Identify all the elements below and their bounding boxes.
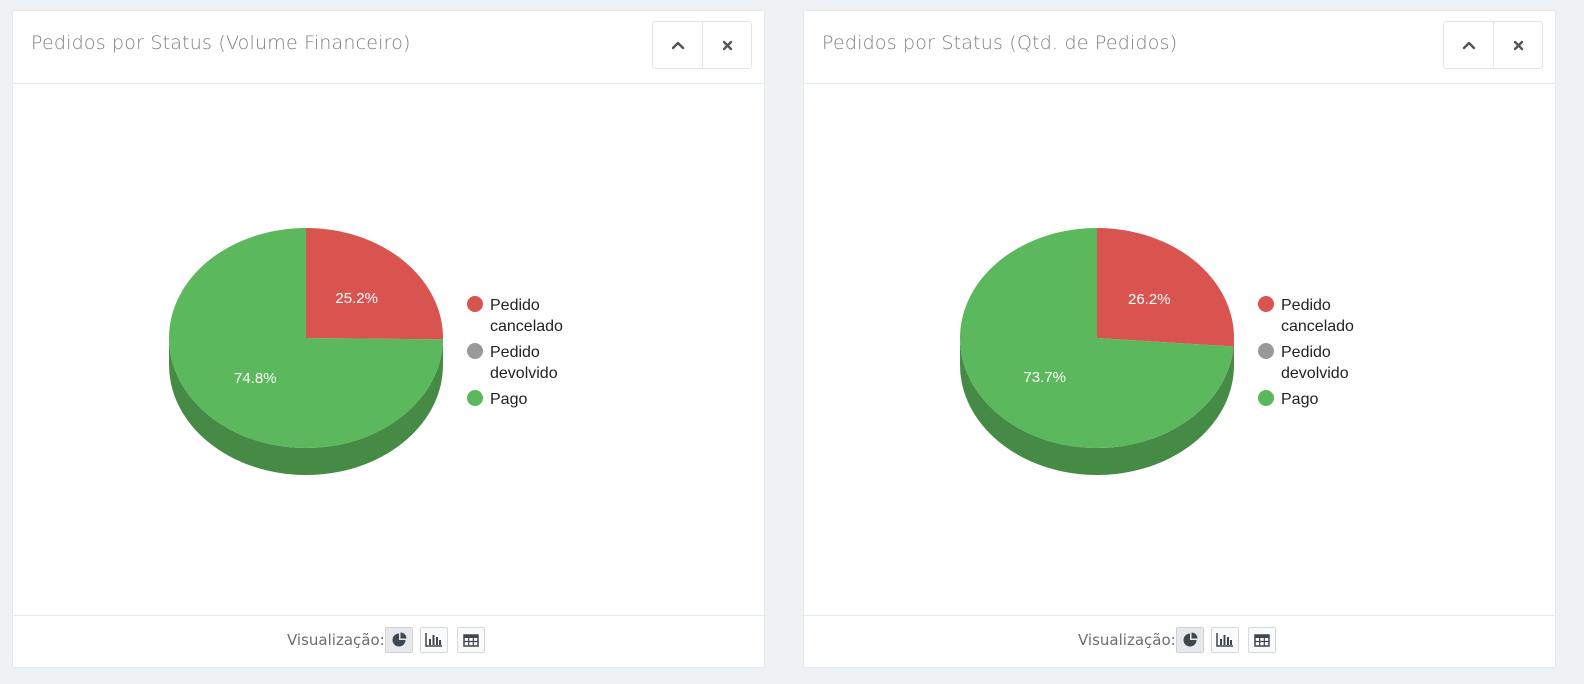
close-icon xyxy=(722,40,732,50)
legend-label: Pago xyxy=(490,391,527,408)
pie-data-label: 25.2% xyxy=(335,290,378,307)
legend-label: devolvido xyxy=(490,365,558,382)
pie-chart-icon xyxy=(392,632,407,647)
pie-slice[interactable] xyxy=(169,228,443,448)
close-icon xyxy=(1513,40,1523,50)
view-bar-button[interactable] xyxy=(1211,627,1239,653)
legend-label: Pedido xyxy=(490,297,540,314)
view-pie-button[interactable] xyxy=(385,627,413,653)
legend-label: devolvido xyxy=(1281,365,1349,382)
pie-chart: 25.2% 74.8% Pedido cancelado Pedido devolvido… xyxy=(168,228,563,476)
panel-header: Pedidos por Status (Volume Financeiro) xyxy=(13,11,764,84)
bar-chart-icon xyxy=(1216,633,1233,647)
panel-tools xyxy=(1443,21,1543,69)
pie-slice-side xyxy=(960,338,1234,475)
view-table-button[interactable] xyxy=(1248,627,1276,653)
pie-slice[interactable] xyxy=(306,228,444,340)
panel-title: Pedidos por Status (Qtd. de Pedidos) xyxy=(822,32,1178,54)
panel-footer: Visualização: xyxy=(13,615,764,667)
table-icon xyxy=(463,633,479,647)
legend-swatch xyxy=(1258,296,1274,312)
panel-tools xyxy=(652,21,752,69)
pie-data-label: 74.8% xyxy=(234,370,277,387)
legend-label: Pedido xyxy=(1281,297,1331,314)
pie-chart-icon xyxy=(1183,632,1198,647)
chart-area: 25.2% 74.8% Pedido cancelado Pedido devolvido… xyxy=(13,84,764,617)
legend-label: Pedido xyxy=(1281,344,1331,361)
pie-data-label: 73.7% xyxy=(1023,369,1066,386)
legend-swatch xyxy=(1258,343,1274,359)
close-button[interactable] xyxy=(702,22,751,68)
chevron-up-icon xyxy=(671,41,684,50)
pie-chart: 26.2% 73.7% Pedido cancelado Pedido devolvido… xyxy=(959,228,1354,475)
pie-slice-side xyxy=(168,338,443,476)
collapse-button[interactable] xyxy=(653,22,702,68)
bar-chart-icon xyxy=(425,633,442,647)
chevron-up-icon xyxy=(1462,41,1475,50)
legend-swatch xyxy=(467,390,483,406)
panel-footer: Visualização: xyxy=(804,615,1555,667)
view-bar-button[interactable] xyxy=(420,627,448,653)
collapse-button[interactable] xyxy=(1444,22,1493,68)
legend-swatch xyxy=(467,343,483,359)
legend-label: Pedido xyxy=(490,344,540,361)
legend-label: cancelado xyxy=(1281,318,1354,335)
pie-slice[interactable] xyxy=(1097,228,1234,347)
chart-panel-quantity: Pedidos por Status (Qtd. de Pedidos) 26.… xyxy=(803,10,1556,668)
pie-data-label: 26.2% xyxy=(1128,291,1171,308)
legend-swatch xyxy=(467,296,483,312)
legend-swatch xyxy=(1258,390,1274,406)
visualization-label: Visualização: xyxy=(1078,631,1176,649)
panel-header: Pedidos por Status (Qtd. de Pedidos) xyxy=(804,11,1555,84)
panel-title: Pedidos por Status (Volume Financeiro) xyxy=(31,32,411,54)
close-button[interactable] xyxy=(1493,22,1542,68)
legend-label: Pago xyxy=(1281,391,1318,408)
chart-area: 26.2% 73.7% Pedido cancelado Pedido devolvido… xyxy=(804,84,1555,617)
view-table-button[interactable] xyxy=(457,627,485,653)
view-pie-button[interactable] xyxy=(1176,627,1204,653)
pie-slice[interactable] xyxy=(959,228,1234,448)
visualization-label: Visualização: xyxy=(287,631,385,649)
chart-panel-volume: Pedidos por Status (Volume Financeiro) 2… xyxy=(12,10,765,668)
legend-label: cancelado xyxy=(490,318,563,335)
table-icon xyxy=(1254,633,1270,647)
